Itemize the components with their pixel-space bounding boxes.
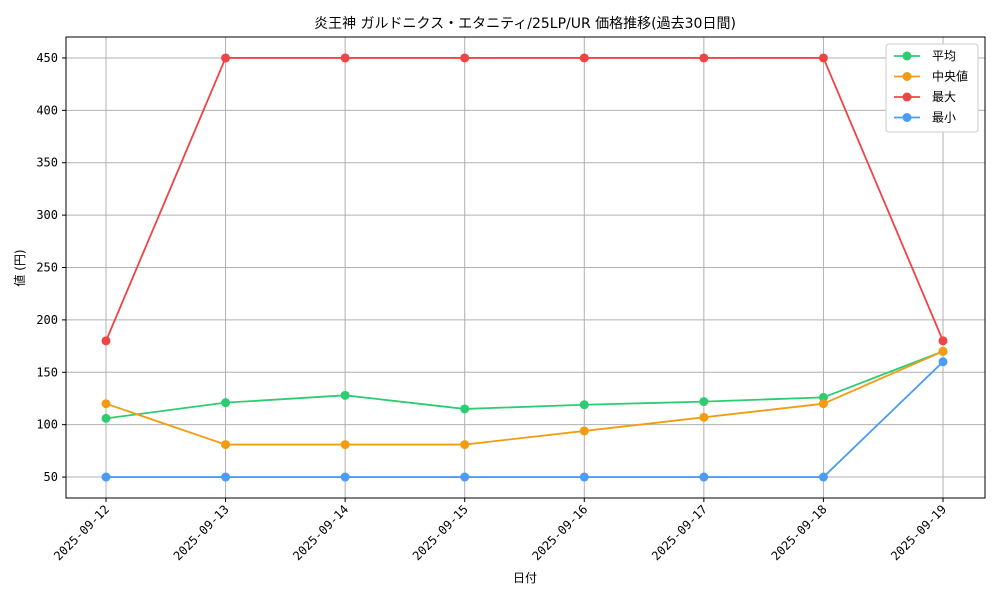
y-tick-label: 350 (36, 156, 58, 170)
legend-label: 平均 (932, 49, 956, 63)
y-tick-label: 100 (36, 418, 58, 432)
legend-item: 最小 (894, 111, 956, 125)
data-point (579, 472, 589, 482)
data-point (340, 472, 350, 482)
legend-label: 最小 (932, 111, 956, 125)
series-line (105, 350, 944, 420)
y-tick-label: 300 (36, 208, 58, 222)
data-point (699, 397, 709, 407)
data-point (818, 392, 828, 402)
x-tick-label: 2025-09-18 (769, 502, 830, 563)
series-中央値 (101, 346, 948, 450)
data-point (579, 400, 589, 410)
series-平均 (101, 346, 948, 423)
series-line (105, 350, 944, 446)
y-axis: 50 100 150 200 250 300 350 400 450 (36, 51, 66, 484)
data-point (460, 53, 470, 63)
data-point (938, 357, 948, 367)
x-tick-label: 2025-09-16 (529, 502, 590, 563)
data-point (101, 472, 111, 482)
legend-swatch-marker (902, 72, 912, 81)
data-point (579, 426, 589, 436)
data-point (340, 440, 350, 450)
y-tick-label: 250 (36, 261, 58, 275)
data-point (699, 472, 709, 482)
x-tick-label: 2025-09-19 (888, 502, 949, 563)
chart-title: 炎王神 ガルドニクス・エタニティ/25LP/UR 価格推移(過去30日間) (314, 16, 736, 32)
series-最大 (101, 53, 948, 346)
legend-item: 平均 (894, 49, 956, 63)
data-point (699, 412, 709, 422)
data-point (340, 390, 350, 400)
legend-item: 中央値 (894, 69, 968, 84)
x-tick-label: 2025-09-14 (290, 502, 351, 563)
legend-swatch-marker (902, 92, 912, 102)
legend-label: 最大 (932, 90, 956, 104)
y-tick-label: 450 (36, 51, 58, 65)
y-tick-label: 50 (44, 470, 58, 484)
series-最小 (101, 357, 948, 482)
data-point (699, 53, 709, 63)
data-point (460, 404, 470, 414)
y-tick-label: 400 (36, 103, 58, 117)
data-point (101, 336, 111, 346)
data-point (818, 53, 828, 63)
data-point (579, 53, 589, 63)
data-point (938, 346, 948, 356)
data-point (221, 398, 231, 408)
plot-frame (65, 36, 986, 499)
legend-label: 中央値 (932, 69, 968, 84)
data-point (938, 336, 948, 346)
data-point (818, 399, 828, 409)
data-point (818, 472, 828, 482)
legend-swatch-marker (902, 113, 912, 122)
y-tick-label: 150 (36, 365, 58, 379)
series-line (105, 57, 944, 342)
data-point (340, 53, 350, 63)
data-point (221, 440, 231, 450)
data-point (221, 53, 231, 63)
data-point (101, 399, 111, 409)
data-point (460, 472, 470, 482)
legend-box (885, 43, 979, 133)
y-axis-title: 値 (円) (12, 249, 27, 286)
legend-swatch-marker (902, 51, 912, 61)
x-axis-title: 日付 (513, 571, 537, 585)
data-point (460, 440, 470, 450)
x-tick-label: 2025-09-13 (171, 502, 232, 563)
x-tick-label: 2025-09-12 (51, 502, 112, 563)
data-point (221, 472, 231, 482)
series-line (106, 361, 944, 478)
y-tick-label: 200 (36, 313, 58, 327)
series-group (101, 53, 948, 482)
grid (66, 37, 985, 498)
legend-item: 最大 (894, 90, 956, 104)
data-point (101, 413, 111, 423)
x-axis: 2025-09-12 2025-09-13 2025-09-14 2025-09-15… (51, 498, 949, 563)
x-tick-label: 2025-09-15 (410, 502, 471, 563)
x-tick-label: 2025-09-17 (649, 502, 710, 563)
